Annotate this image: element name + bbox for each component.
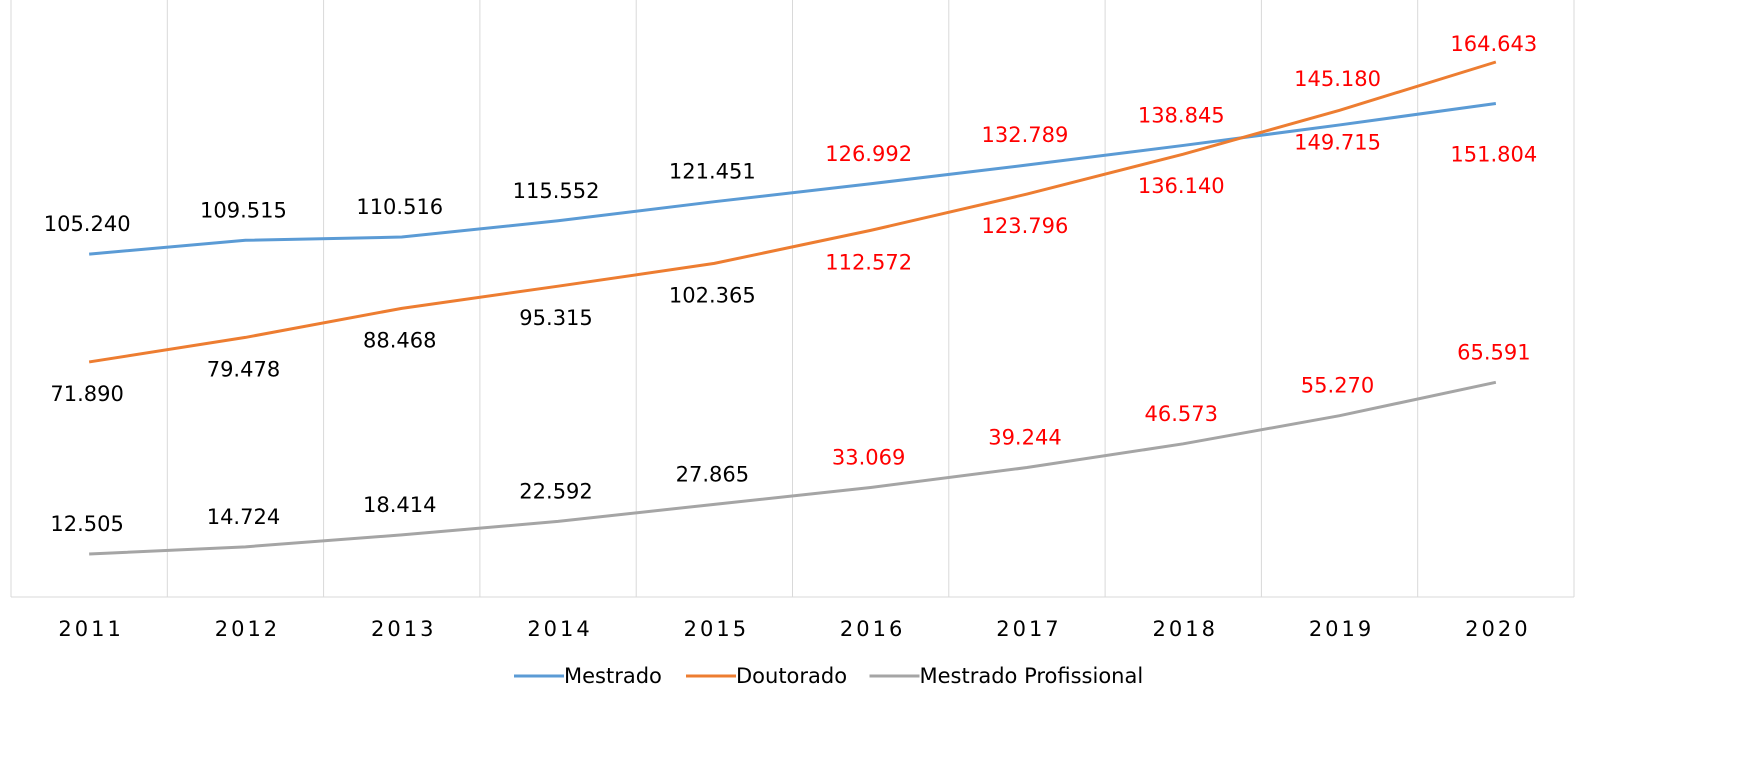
data-label: 109.515 (200, 198, 287, 222)
x-tick-label: 2018 (1153, 617, 1218, 641)
data-label: 121.451 (669, 160, 756, 184)
data-label: 136.140 (1138, 174, 1225, 198)
data-label: 71.890 (50, 382, 123, 406)
x-tick-label: 2015 (684, 617, 749, 641)
x-tick-label: 2016 (840, 617, 905, 641)
data-label: 18.414 (363, 493, 436, 517)
data-label: 22.592 (519, 479, 592, 503)
data-label: 27.865 (676, 462, 749, 486)
data-label: 151.804 (1450, 143, 1537, 167)
x-tick-label: 2012 (215, 617, 280, 641)
data-label: 102.365 (669, 283, 756, 307)
data-label: 65.591 (1457, 340, 1530, 364)
line-series (88, 60, 1497, 364)
data-label: 33.069 (832, 445, 905, 469)
data-label: 123.796 (982, 214, 1069, 238)
x-tick-label: 2020 (1465, 617, 1530, 641)
data-label: 88.468 (363, 328, 436, 352)
data-label: 55.270 (1301, 374, 1374, 398)
legend-label: Doutorado (736, 664, 847, 688)
legend-label: Mestrado Profissional (920, 664, 1144, 688)
data-label: 39.244 (988, 426, 1061, 450)
x-tick-label: 2019 (1309, 617, 1374, 641)
legend-label: Mestrado (564, 664, 662, 688)
data-label: 126.992 (825, 142, 912, 166)
data-label: 46.573 (1145, 402, 1218, 426)
line-series (89, 380, 1497, 556)
data-label: 79.478 (207, 357, 280, 381)
x-tick-label: 2014 (527, 617, 592, 641)
data-label: 115.552 (513, 179, 600, 203)
data-label: 164.643 (1450, 32, 1537, 56)
data-label: 14.724 (207, 505, 280, 529)
line-series (89, 102, 1497, 256)
data-label: 132.789 (982, 123, 1069, 147)
data-label: 149.715 (1294, 130, 1381, 154)
data-label: 95.315 (519, 306, 592, 330)
x-tick-label: 2017 (996, 617, 1061, 641)
x-tick-label: 2013 (371, 617, 436, 641)
data-label: 138.845 (1138, 103, 1225, 127)
data-label: 105.240 (44, 212, 131, 236)
x-tick-label: 2011 (58, 617, 123, 641)
data-label: 145.180 (1294, 67, 1381, 91)
data-label: 12.505 (50, 512, 123, 536)
data-label: 110.516 (356, 195, 443, 219)
data-label: 112.572 (825, 250, 912, 274)
